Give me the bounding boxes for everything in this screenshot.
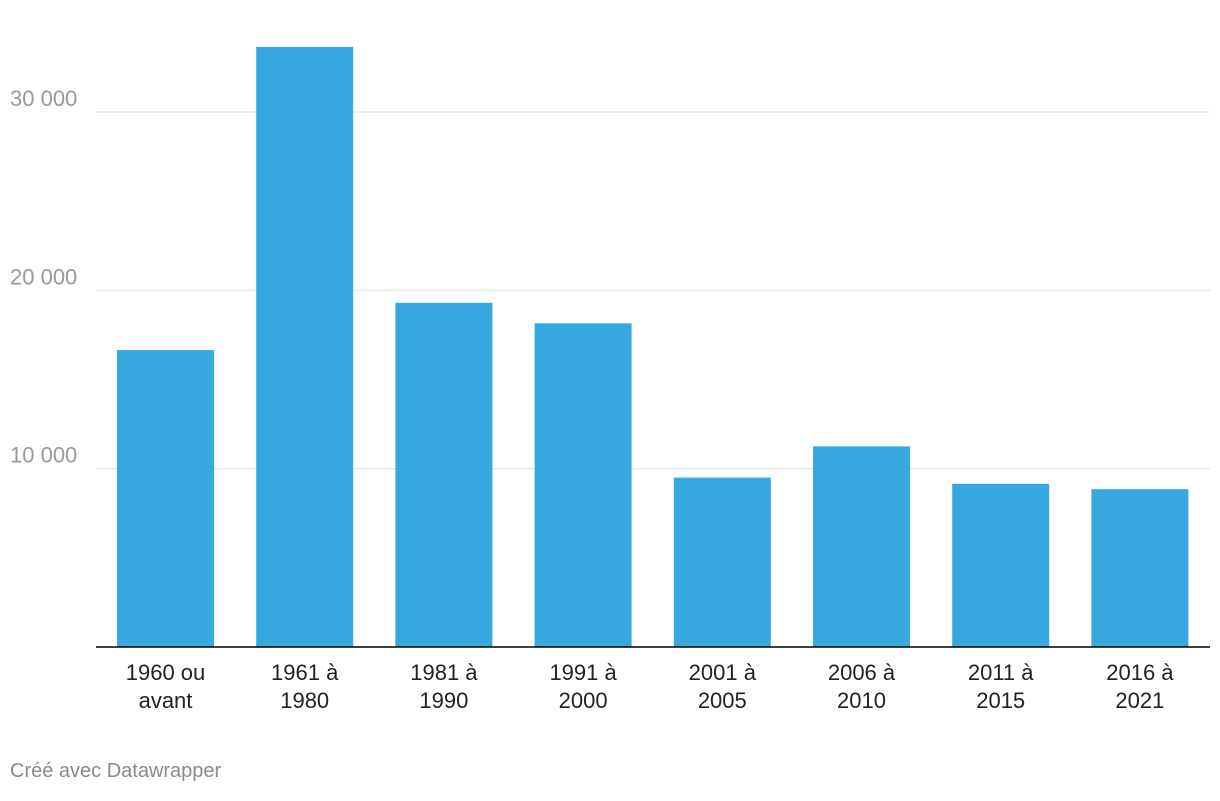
bar [952,483,1050,647]
footer-credit[interactable]: Créé avec Datawrapper [10,760,222,782]
x-tick-label-line: 1960 ou [126,660,206,685]
x-tick-label-line: 2006 à [828,660,896,685]
bar [395,302,493,647]
x-tick-label-line: 2021 [1115,688,1164,713]
y-tick-label: 30 000 [10,86,77,111]
bar [256,46,354,648]
x-tick-label: 1961 à 1980 [271,660,339,713]
x-tick-label-line: 2010 [837,688,886,713]
x-tick-label-line: 2016 à [1106,660,1174,685]
x-tick-label: 1981 à 1990 [410,660,478,713]
bar [117,350,214,647]
bar [673,477,771,647]
x-tick-label-line: 1990 [419,688,468,713]
x-tick-label: 1991 à 2000 [549,660,617,713]
x-tick-label: 2016 à 2021 [1106,660,1174,713]
bar [1091,489,1189,647]
x-tick-label-line: avant [139,688,193,713]
x-tick-label-line: 1981 à [410,660,478,685]
x-tick-label-line: 2000 [559,688,608,713]
x-tick-label-line: 1961 à [271,660,339,685]
x-tick-label-line: 2011 à [968,660,1034,685]
y-tick-label: 10 000 [10,443,77,468]
x-tick-label: 2001 à 2005 [689,660,757,713]
x-tick-label: 2006 à 2010 [828,660,896,713]
y-tick-label: 20 000 [10,264,77,289]
x-tick-label: 1960 ou avant [126,660,206,713]
x-tick-label-line: 1991 à [549,660,617,685]
bar [813,446,910,647]
x-tick-label-line: 2015 [976,688,1025,713]
x-tick-label-line: 2005 [698,688,747,713]
x-tick-label: 2011 à 2015 [968,660,1034,713]
bar [534,323,632,647]
x-tick-label-line: 1980 [280,688,329,713]
x-tick-label-line: 2001 à [689,660,757,685]
